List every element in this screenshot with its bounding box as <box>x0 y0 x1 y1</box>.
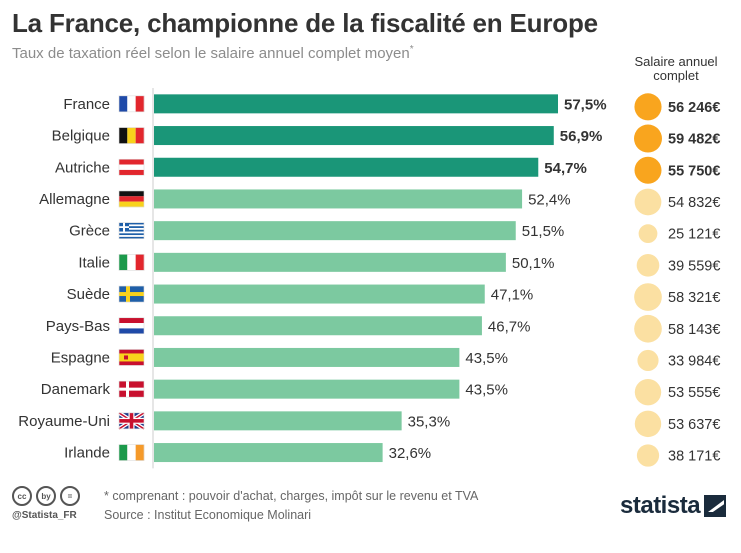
bar-value-label: 57,5% <box>564 96 607 113</box>
salary-label: 33 984€ <box>668 353 720 369</box>
subtitle-text: Taux de taxation réel selon le salaire a… <box>12 45 410 62</box>
flag-icon-it <box>118 254 145 271</box>
flag-icon-dk <box>118 380 145 398</box>
chart-title: La France, championne de la fiscalité en… <box>12 8 598 38</box>
bar-value-label: 35,3% <box>408 413 451 430</box>
salary-label: 53 555€ <box>668 385 720 401</box>
chart-subtitle: Taux de taxation réel selon le salaire a… <box>12 44 414 62</box>
salary-label: 58 321€ <box>668 290 720 306</box>
flag-icon-gr <box>118 222 145 239</box>
flag-icon-at <box>118 158 145 176</box>
bar-chart: France 57,5% 56 246€ Belgique 56,9% 59 482€ Au… <box>18 88 720 469</box>
license-icons: cc by = <box>12 486 80 506</box>
category-label: Irlande <box>64 445 110 462</box>
salary-bubble <box>634 93 662 121</box>
bar[interactable] <box>154 411 402 431</box>
salary-label: 25 121€ <box>668 227 720 243</box>
category-label: Grèce <box>69 223 110 240</box>
salary-bubble <box>634 378 662 406</box>
flag-icon-es <box>118 349 145 366</box>
flag-icon-be <box>118 127 145 144</box>
statista-logo-icon <box>704 495 727 517</box>
footnotes: * comprenant : pouvoir d'achat, charges,… <box>104 487 478 525</box>
salary-label: 39 559€ <box>668 258 720 274</box>
salary-bubble <box>634 314 662 343</box>
salary-label: 54 832€ <box>668 195 720 211</box>
no-derivatives-icon[interactable]: = <box>60 486 80 506</box>
statista-logo[interactable]: statista <box>620 492 727 520</box>
footnote-definition: * comprenant : pouvoir d'achat, charges,… <box>104 489 479 503</box>
salary-label: 56 246€ <box>668 100 720 116</box>
bar[interactable] <box>154 157 539 177</box>
bar[interactable] <box>154 252 506 272</box>
flag-icon-ie <box>118 444 145 461</box>
salary-bubble <box>634 188 662 216</box>
bar-value-label: 56,9% <box>560 128 603 145</box>
salary-label: 55 750€ <box>668 163 720 179</box>
bar[interactable] <box>154 126 554 146</box>
creative-commons-icon[interactable]: cc <box>12 486 32 506</box>
salary-bubble <box>636 254 660 277</box>
flag-icon-gb <box>117 411 146 431</box>
bar[interactable] <box>154 347 460 367</box>
salary-column-header: Salaire annuel complet <box>634 54 718 83</box>
salary-bubble <box>634 124 662 153</box>
category-label: Suède <box>67 286 110 303</box>
category-label: Belgique <box>52 128 110 145</box>
twitter-handle[interactable]: @Statista_FR <box>12 510 77 521</box>
bar[interactable] <box>154 94 558 114</box>
category-label: Espagne <box>51 349 110 366</box>
bar[interactable] <box>154 379 460 399</box>
bar-value-label: 46,7% <box>488 318 531 335</box>
flag-icon-nl <box>118 317 145 335</box>
salary-label: 58 143€ <box>668 322 720 338</box>
footer: cc by = @Statista_FR * comprenant : pouv… <box>0 478 741 553</box>
salary-label: 59 482€ <box>668 132 720 148</box>
bar-value-label: 43,5% <box>465 382 508 399</box>
salary-label: 53 637€ <box>668 417 720 433</box>
salary-label: 38 171€ <box>668 449 720 465</box>
bar-value-label: 32,6% <box>389 445 432 462</box>
bar-value-label: 51,5% <box>522 223 565 240</box>
bar-value-label: 54,7% <box>544 160 587 177</box>
salary-bubble <box>634 156 662 184</box>
brand-wordmark: statista <box>620 492 701 519</box>
category-label: Autriche <box>55 159 110 176</box>
category-label: Danemark <box>41 381 111 398</box>
bar[interactable] <box>154 189 523 209</box>
bar-value-label: 43,5% <box>465 350 508 367</box>
category-label: France <box>63 96 110 113</box>
bar-value-label: 50,1% <box>512 255 555 272</box>
bar[interactable] <box>154 443 383 463</box>
flag-icon-se <box>118 285 145 303</box>
bar-value-label: 52,4% <box>528 191 571 208</box>
category-label: Pays-Bas <box>46 318 110 335</box>
subtitle-footnote-mark: * <box>409 44 414 55</box>
category-label: Royaume-Uni <box>18 413 110 430</box>
bar[interactable] <box>154 284 485 304</box>
category-label: Allemagne <box>39 191 110 208</box>
bar-value-label: 47,1% <box>491 287 534 304</box>
salary-bubble <box>634 410 662 438</box>
flag-icon-de <box>118 190 145 208</box>
bar[interactable] <box>154 316 482 336</box>
salary-bubble <box>638 224 658 244</box>
flag-icon-fr <box>118 95 145 113</box>
salary-bubble <box>634 283 662 311</box>
source-note: Source : Institut Economique Molinari <box>104 508 312 522</box>
salary-bubble <box>637 349 659 372</box>
salary-bubble <box>636 444 660 467</box>
category-label: Italie <box>78 254 110 271</box>
attribution-icon[interactable]: by <box>36 486 56 506</box>
bar[interactable] <box>154 221 516 241</box>
